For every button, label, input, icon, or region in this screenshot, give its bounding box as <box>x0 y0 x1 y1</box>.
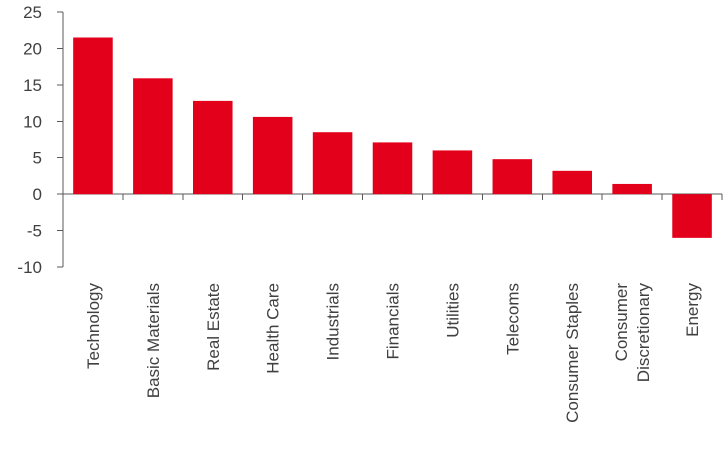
x-category-label-line: Technology <box>84 283 103 370</box>
x-category-label-line: Real Estate <box>204 283 223 371</box>
bar <box>372 142 413 195</box>
bar <box>73 37 113 195</box>
bar <box>193 100 233 195</box>
x-category-label-line: Utilities <box>443 283 462 338</box>
bar <box>672 194 712 238</box>
y-tick-label: 10 <box>23 112 42 131</box>
x-category-label-line: Consumer Staples <box>563 283 582 423</box>
bar <box>612 183 652 195</box>
x-category-label: Technology <box>84 283 103 370</box>
x-category-label: Telecoms <box>503 283 522 355</box>
x-category-label: Basic Materials <box>144 283 163 398</box>
x-category-label: Consumer Staples <box>563 283 582 423</box>
bars <box>73 37 712 238</box>
y-axis: -10 -5 0 5 10 15 20 25 <box>17 3 64 277</box>
x-category-label-line: Industrials <box>324 283 343 360</box>
x-category-label: Real Estate <box>204 283 223 371</box>
x-category-label: Consumer Discretionary <box>612 283 653 383</box>
x-category-label-line: Financials <box>384 283 403 360</box>
x-axis <box>62 193 723 201</box>
bar <box>312 132 353 195</box>
y-tick-label: 5 <box>33 149 42 168</box>
y-tick-label: 0 <box>33 185 42 204</box>
bar <box>133 78 173 195</box>
x-category-label: Industrials <box>324 283 343 360</box>
x-category-label-line: Telecoms <box>503 283 522 355</box>
x-category-label: Financials <box>384 283 403 360</box>
category-labels: Technology Basic Materials Real Estate Heal… <box>84 283 702 423</box>
bar <box>492 159 533 195</box>
y-tick-label: 20 <box>23 39 42 58</box>
y-tick-label: -10 <box>17 258 42 277</box>
x-category-label-line: Basic Materials <box>144 283 163 398</box>
x-category-label-line: Consumer <box>612 283 631 362</box>
x-category-label: Energy <box>683 283 702 337</box>
bar <box>552 170 592 195</box>
bar <box>252 116 293 195</box>
y-tick-label: 25 <box>23 3 42 22</box>
y-tick-label: 15 <box>23 76 42 95</box>
x-category-label-line: Discretionary <box>634 283 653 383</box>
y-tick-label: -5 <box>27 222 42 241</box>
x-category-label: Health Care <box>264 283 283 374</box>
x-category-label-line: Energy <box>683 283 702 337</box>
x-category-label: Utilities <box>443 283 462 338</box>
bar <box>432 150 473 195</box>
x-category-label-line: Health Care <box>264 283 283 374</box>
